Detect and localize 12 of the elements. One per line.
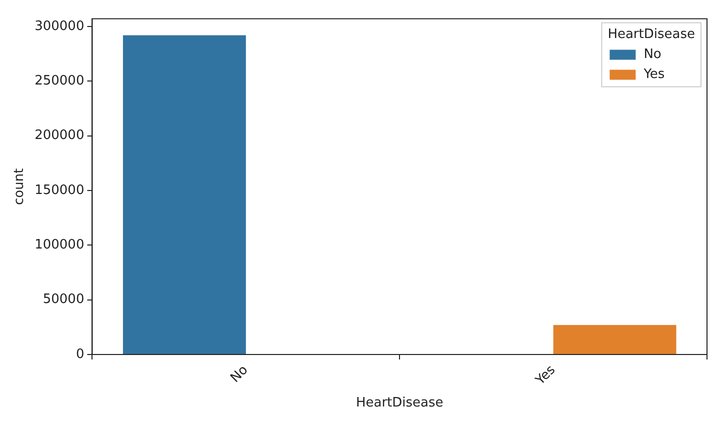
y-tick-label: 300000	[34, 18, 84, 34]
legend-label: Yes	[642, 67, 665, 82]
legend-title: HeartDisease	[608, 27, 695, 42]
y-tick-label: 200000	[34, 128, 84, 144]
legend-label: No	[644, 47, 662, 62]
y-tick-label: 100000	[34, 238, 84, 253]
y-tick-label: 0	[76, 346, 84, 362]
y-tick-label: 150000	[34, 182, 84, 198]
y-tick-label: 250000	[34, 74, 84, 89]
x-axis-title: HeartDisease	[356, 396, 444, 411]
y-axis-title: count	[12, 168, 28, 206]
y-tick-label: 50000	[42, 292, 84, 308]
